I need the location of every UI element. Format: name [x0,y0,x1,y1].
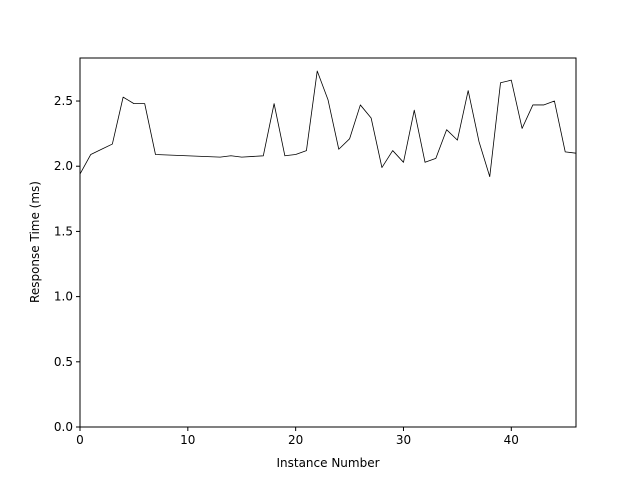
y-tick-label: 2.0 [54,159,73,173]
y-tick-label: 1.0 [54,290,73,304]
x-axis-label: Instance Number [276,456,379,470]
y-axis-label: Response Time (ms) [28,181,42,303]
x-tick-label: 30 [396,433,411,447]
x-tick-label: 40 [504,433,519,447]
axes: 0 10 20 30 40 0.0 0.5 1.0 1.5 2.0 2.5 [54,57,577,447]
y-tick-label: 0.5 [54,355,73,369]
y-tick-label: 0.0 [54,420,73,434]
x-tick-label: 0 [76,433,84,447]
x-tick-label: 20 [288,433,303,447]
y-tick-label: 1.5 [54,224,73,238]
plot-area [79,70,577,178]
series-line-0 [79,70,577,178]
y-tick-label: 2.5 [54,94,73,108]
axes-frame [79,57,577,428]
x-tick-label: 10 [180,433,195,447]
